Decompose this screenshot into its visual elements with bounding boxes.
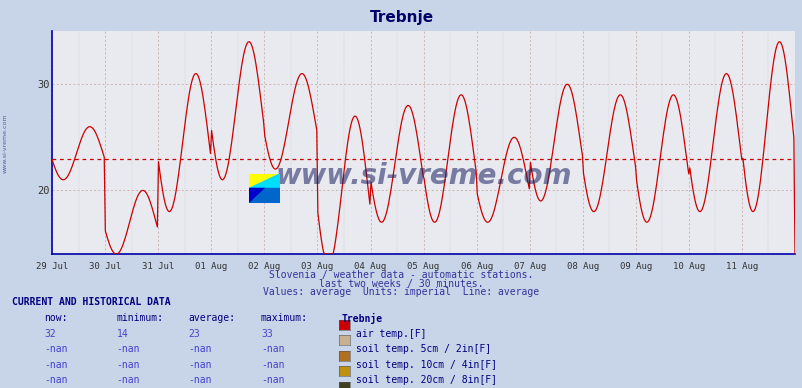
Text: 29 Jul: 29 Jul [36, 262, 68, 271]
Text: 07 Aug: 07 Aug [513, 262, 545, 271]
Text: CURRENT AND HISTORICAL DATA: CURRENT AND HISTORICAL DATA [12, 297, 171, 307]
Text: Trebnje: Trebnje [369, 10, 433, 25]
Text: -nan: -nan [188, 344, 212, 354]
Text: -nan: -nan [44, 344, 67, 354]
Text: 14: 14 [116, 329, 128, 339]
Text: Slovenia / weather data - automatic stations.: Slovenia / weather data - automatic stat… [269, 270, 533, 280]
Text: Values: average  Units: imperial  Line: average: Values: average Units: imperial Line: av… [263, 287, 539, 297]
Text: air temp.[F]: air temp.[F] [355, 329, 426, 339]
Text: 03 Aug: 03 Aug [301, 262, 333, 271]
Polygon shape [249, 174, 280, 189]
Text: Trebnje: Trebnje [341, 313, 382, 324]
Text: -nan: -nan [188, 375, 212, 385]
Text: 11 Aug: 11 Aug [725, 262, 757, 271]
Text: 09 Aug: 09 Aug [619, 262, 651, 271]
Polygon shape [249, 174, 280, 189]
Text: 10 Aug: 10 Aug [672, 262, 704, 271]
Text: 31 Jul: 31 Jul [142, 262, 174, 271]
Text: last two weeks / 30 minutes.: last two weeks / 30 minutes. [319, 279, 483, 289]
Text: minimum:: minimum: [116, 313, 164, 323]
Text: -nan: -nan [116, 344, 140, 354]
Text: -nan: -nan [44, 375, 67, 385]
Text: 23: 23 [188, 329, 200, 339]
Text: soil temp. 5cm / 2in[F]: soil temp. 5cm / 2in[F] [355, 344, 490, 354]
Text: 30 Jul: 30 Jul [89, 262, 121, 271]
Text: 04 Aug: 04 Aug [354, 262, 387, 271]
Text: soil temp. 10cm / 4in[F]: soil temp. 10cm / 4in[F] [355, 360, 496, 370]
Polygon shape [249, 189, 265, 203]
Text: 06 Aug: 06 Aug [460, 262, 492, 271]
Text: soil temp. 20cm / 8in[F]: soil temp. 20cm / 8in[F] [355, 375, 496, 385]
Text: 05 Aug: 05 Aug [407, 262, 439, 271]
Text: now:: now: [44, 313, 67, 323]
Text: -nan: -nan [261, 344, 284, 354]
Text: -nan: -nan [44, 360, 67, 370]
Text: www.si-vreme.com: www.si-vreme.com [3, 114, 8, 173]
Text: 08 Aug: 08 Aug [566, 262, 598, 271]
Text: -nan: -nan [116, 375, 140, 385]
Text: maximum:: maximum: [261, 313, 308, 323]
Text: www.si-vreme.com: www.si-vreme.com [275, 162, 571, 190]
Text: -nan: -nan [261, 375, 284, 385]
Text: -nan: -nan [261, 360, 284, 370]
Text: 32: 32 [44, 329, 56, 339]
Text: -nan: -nan [116, 360, 140, 370]
Text: -nan: -nan [188, 360, 212, 370]
Text: 01 Aug: 01 Aug [195, 262, 227, 271]
Polygon shape [249, 189, 280, 203]
Text: 02 Aug: 02 Aug [248, 262, 280, 271]
Text: average:: average: [188, 313, 236, 323]
Text: 33: 33 [261, 329, 273, 339]
